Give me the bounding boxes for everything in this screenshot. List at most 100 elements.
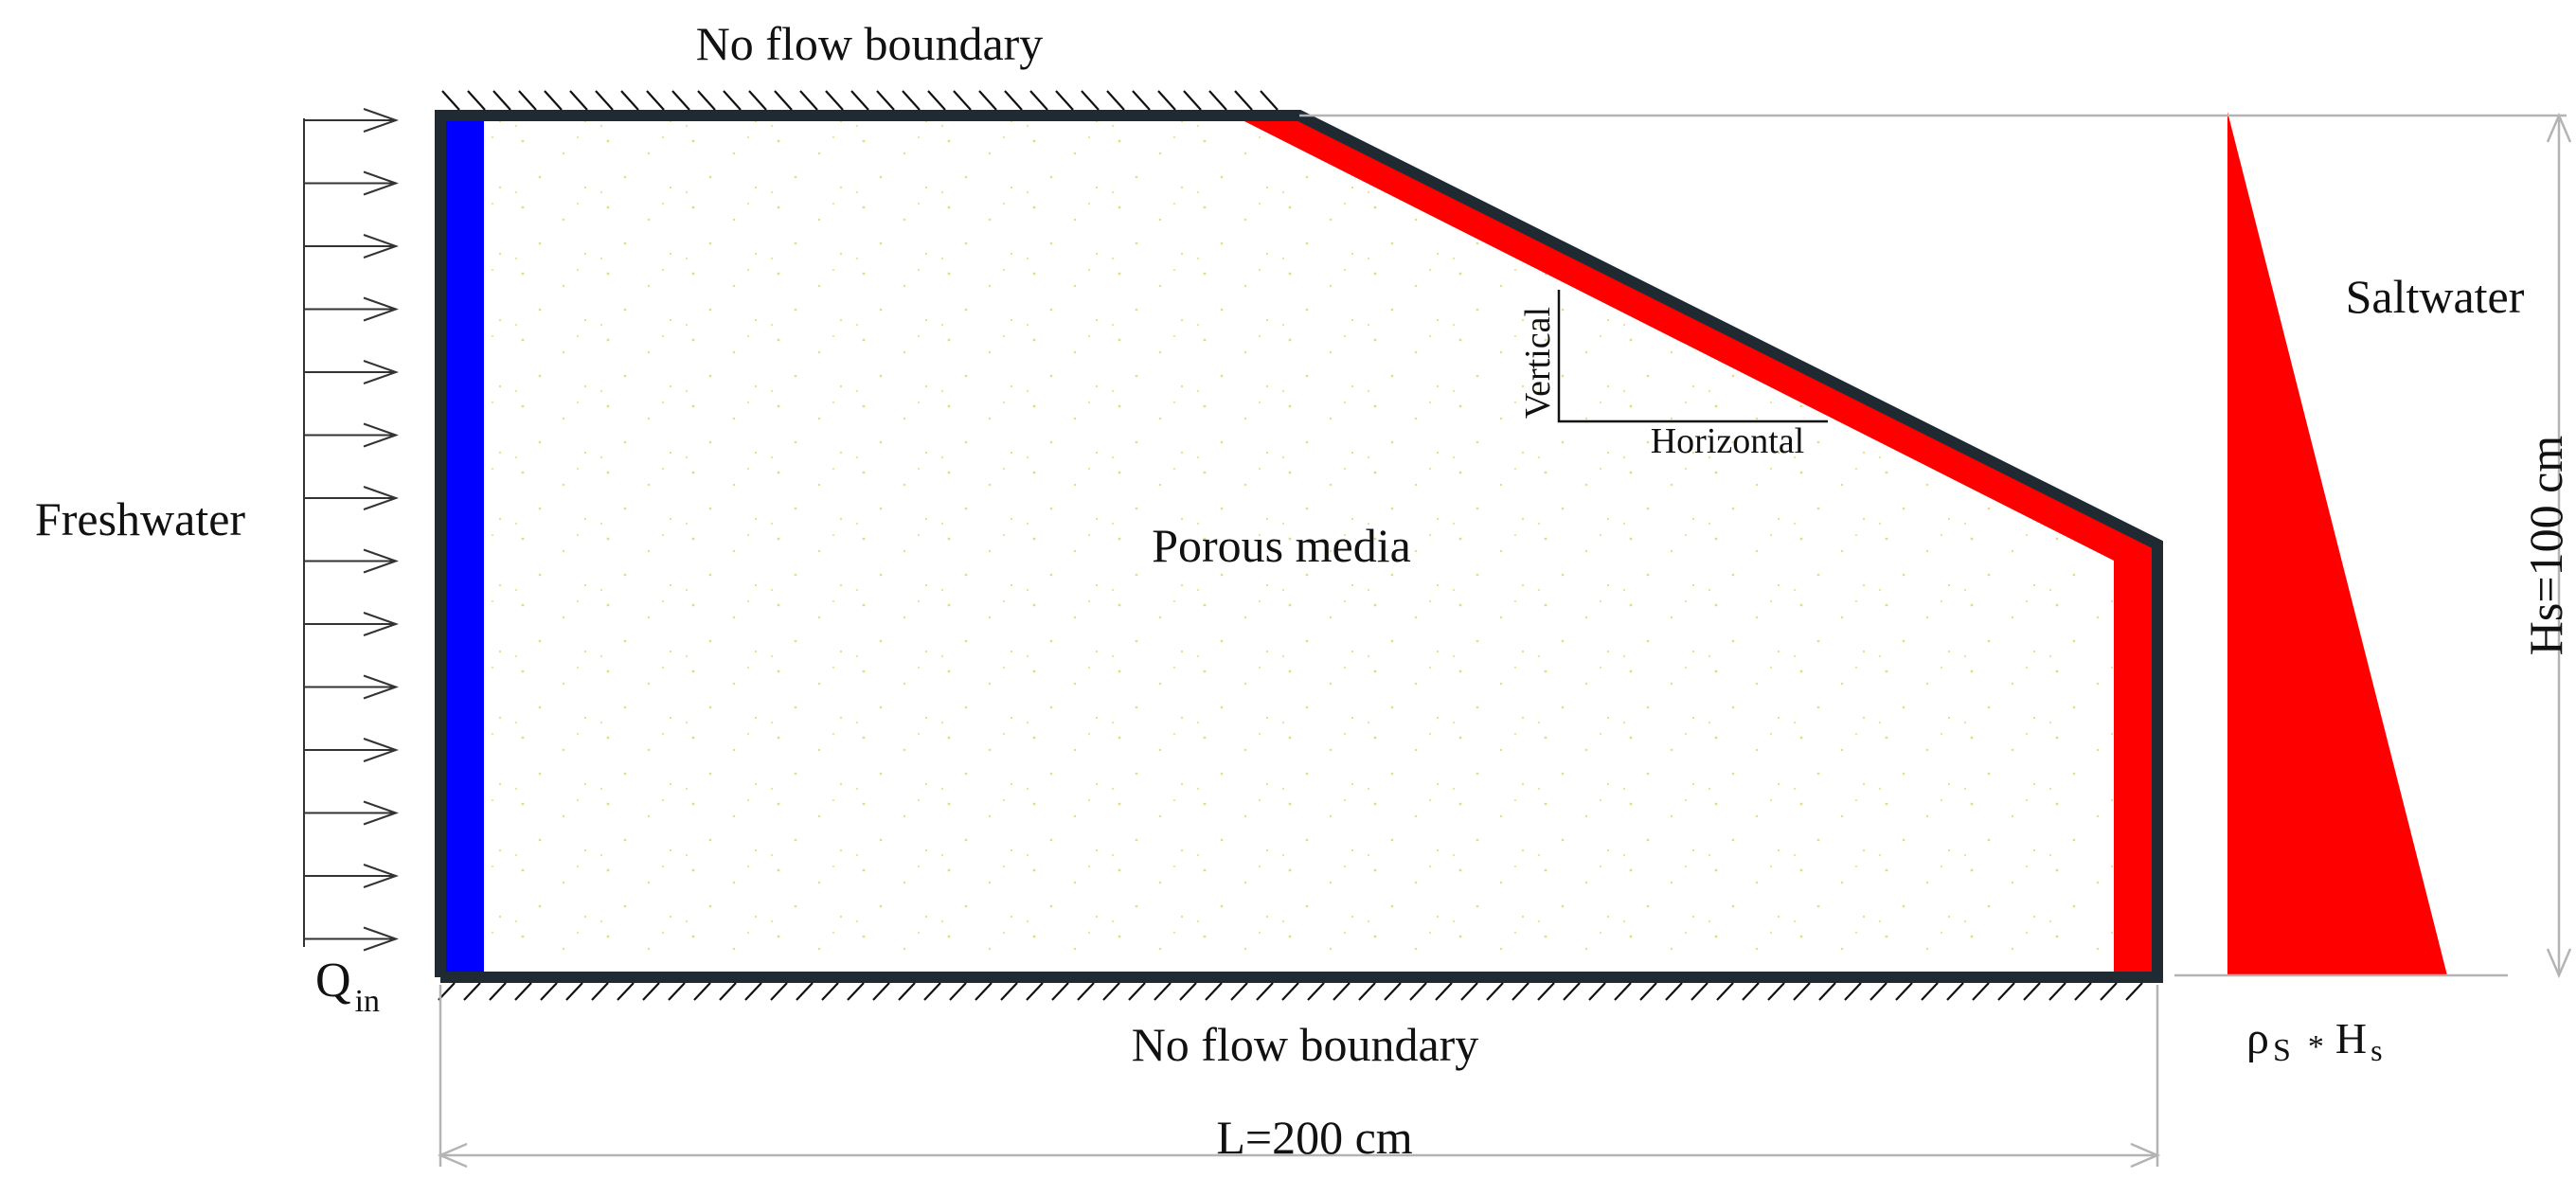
inflow-arrow-head [363, 800, 400, 826]
bottom-hatch-line [1435, 982, 1453, 1001]
top-no-flow-hatching [441, 90, 1279, 111]
bottom-hatch-line [1460, 982, 1478, 1001]
inflow-arrow-head [363, 674, 400, 700]
top-hatch-line [441, 90, 460, 111]
inflow-arrow-head [363, 422, 400, 448]
bottom-hatch-line [1767, 982, 1785, 1001]
q-main: Q [315, 954, 351, 1008]
top-hatch-line [953, 90, 972, 111]
bottom-hatch-line [821, 982, 839, 1001]
bottom-hatch-line [668, 982, 686, 1001]
bottom-hatch-line [1333, 982, 1351, 1001]
bottom-no-flow-hatching [438, 982, 2143, 1001]
inflow-arrow-head [363, 926, 400, 952]
top-hatch-line [978, 90, 997, 111]
top-hatch-line [1260, 90, 1279, 111]
top-hatch-line [850, 90, 869, 111]
top-hatch-line [1157, 90, 1176, 111]
bottom-hatch-line [1154, 982, 1172, 1001]
bottom-hatch-line [744, 982, 762, 1001]
top-hatch-line [492, 90, 511, 111]
slope-triangle [1557, 290, 1828, 423]
top-hatch-line [927, 90, 946, 111]
bottom-hatch-line [923, 982, 941, 1001]
bottom-hatch-line [2074, 982, 2092, 1001]
top-hatch-line [799, 90, 818, 111]
bottom-hatch-line [617, 982, 635, 1001]
length-label: L=200 cm [1216, 1111, 1412, 1164]
saltwater-label: Saltwater [2346, 270, 2525, 323]
bottom-hatch-line [1179, 982, 1197, 1001]
top-hatch-line [1055, 90, 1074, 111]
saltwater-pressure-triangle [2227, 112, 2447, 975]
bottom-hatch-line [1051, 982, 1069, 1001]
top-hatch-line [671, 90, 690, 111]
bottom-hatch-line [1742, 982, 1760, 1001]
bottom-hatch-line [1869, 982, 1887, 1001]
pressure-h-subscript: s [2370, 1033, 2382, 1067]
bottom-hatch-line [1563, 982, 1581, 1001]
inflow-arrows [303, 108, 400, 952]
top-hatch-line [544, 90, 563, 111]
top-hatch-line [1029, 90, 1048, 111]
bottom-hatch-line [489, 982, 507, 1001]
bottom-hatch-line [1716, 982, 1734, 1001]
top-hatch-line [646, 90, 665, 111]
pressure-label: ρ S * H s [2246, 1013, 2383, 1068]
bottom-boundary-label: No flow boundary [1132, 1018, 1479, 1071]
porous-media-label: Porous media [1152, 519, 1411, 572]
top-hatch-line [595, 90, 614, 111]
top-hatch-line [620, 90, 639, 111]
bottom-hatch-line [770, 982, 788, 1001]
bottom-hatch-line [1230, 982, 1248, 1001]
bottom-hatch-line [1307, 982, 1325, 1001]
horizontal-label: Horizontal [1651, 421, 1805, 461]
bottom-hatch-line [2048, 982, 2066, 1001]
bottom-hatch-line [2100, 982, 2118, 1001]
top-hatch-line [1081, 90, 1100, 111]
bottom-hatch-line [975, 982, 993, 1001]
q-in-label: Q in [315, 954, 380, 1019]
top-hatch-line [1106, 90, 1125, 111]
freshwater-label: Freshwater [35, 492, 245, 545]
top-hatch-line [1208, 90, 1227, 111]
top-hatch-line [518, 90, 537, 111]
bottom-hatch-line [1358, 982, 1376, 1001]
bottom-hatch-line [1384, 982, 1402, 1001]
inflow-arrow-head [363, 548, 400, 574]
top-hatch-line [1183, 90, 1202, 111]
inflow-arrow-head [363, 170, 400, 196]
domain-outline [435, 110, 2163, 983]
freshwater-boundary-strip [440, 116, 484, 977]
bottom-hatch-line [898, 982, 916, 1001]
bottom-hatch-line [642, 982, 660, 1001]
top-hatch-line [774, 90, 793, 111]
bottom-hatch-line [565, 982, 583, 1001]
q-subscript: in [355, 984, 380, 1019]
top-hatch-line [467, 90, 486, 111]
top-hatch-line [569, 90, 588, 111]
bottom-hatch-line [1895, 982, 1913, 1001]
bottom-hatch-line [1690, 982, 1708, 1001]
bottom-hatch-line [949, 982, 967, 1001]
top-hatch-line [876, 90, 895, 111]
bottom-hatch-line [1205, 982, 1223, 1001]
height-dimension [1299, 112, 2572, 979]
bottom-hatch-line [1946, 982, 1964, 1001]
pressure-h: H [2335, 1014, 2367, 1062]
bottom-hatch-line [1818, 982, 1836, 1001]
bottom-hatch-line [1665, 982, 1683, 1001]
bottom-hatch-line [2125, 982, 2143, 1001]
top-hatch-line [1132, 90, 1151, 111]
top-hatch-line [1234, 90, 1253, 111]
bottom-hatch-line [1281, 982, 1299, 1001]
bottom-hatch-line [796, 982, 814, 1001]
bottom-hatch-line [872, 982, 890, 1001]
top-hatch-line [723, 90, 742, 111]
inflow-arrow-head [363, 738, 400, 762]
inflow-arrow-head [363, 234, 400, 259]
bottom-hatch-line [1486, 982, 1504, 1001]
bottom-hatch-line [1921, 982, 1939, 1001]
bottom-hatch-line [1588, 982, 1606, 1001]
